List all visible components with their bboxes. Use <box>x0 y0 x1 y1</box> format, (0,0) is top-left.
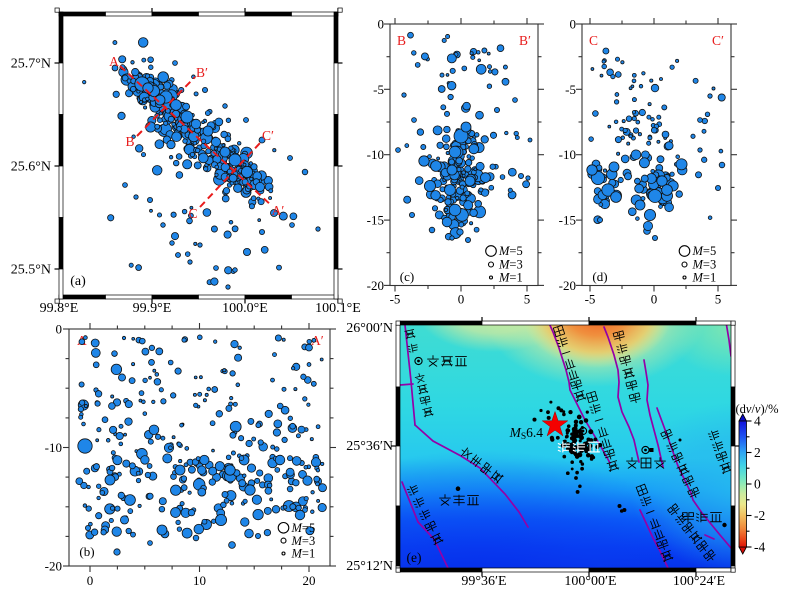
svg-text:A′: A′ <box>311 333 324 348</box>
svg-text:M=3: M=3 <box>692 258 717 272</box>
svg-text:B: B <box>125 134 134 149</box>
svg-text:-20: -20 <box>367 278 384 293</box>
svg-text:M=5: M=5 <box>498 244 523 258</box>
svg-text:-2: -2 <box>754 508 765 523</box>
svg-text:-20: -20 <box>45 559 62 574</box>
svg-text:2: 2 <box>754 445 761 460</box>
svg-text:MS6.4: MS6.4 <box>509 425 544 442</box>
svg-text:M=1: M=1 <box>291 547 316 561</box>
svg-text:25.6°N: 25.6°N <box>11 160 51 175</box>
svg-text:-15: -15 <box>559 213 576 228</box>
svg-text:M=5: M=5 <box>291 521 316 535</box>
svg-text:-20: -20 <box>559 278 576 293</box>
svg-text:(dv/v)/%: (dv/v)/% <box>735 402 778 416</box>
svg-text:0: 0 <box>651 292 658 307</box>
svg-text:100°24′E: 100°24′E <box>673 574 725 589</box>
svg-text:B′: B′ <box>196 65 208 80</box>
svg-text:-15: -15 <box>367 213 384 228</box>
svg-text:-4: -4 <box>754 540 765 555</box>
svg-text:-10: -10 <box>45 440 62 455</box>
svg-text:100.1°E: 100.1°E <box>315 301 361 316</box>
svg-text:A′: A′ <box>272 203 285 218</box>
svg-text:4: 4 <box>754 414 761 429</box>
svg-text:-5: -5 <box>373 82 384 97</box>
svg-text:0: 0 <box>378 17 385 32</box>
svg-text:0: 0 <box>754 477 761 492</box>
svg-text:(e): (e) <box>407 550 422 565</box>
svg-text:10: 10 <box>193 573 206 588</box>
svg-text:M=1: M=1 <box>498 271 523 285</box>
svg-text:99.9°E: 99.9°E <box>133 301 172 316</box>
svg-text:(a): (a) <box>70 274 86 289</box>
svg-text:M=3: M=3 <box>291 534 316 548</box>
svg-text:20: 20 <box>303 573 316 588</box>
svg-text:0: 0 <box>458 292 465 307</box>
svg-text:-10: -10 <box>367 147 384 162</box>
svg-text:A: A <box>109 54 119 69</box>
svg-text:25.5°N: 25.5°N <box>11 263 51 278</box>
svg-text:(d): (d) <box>592 269 607 284</box>
svg-text:-5: -5 <box>390 292 401 307</box>
svg-text:M=1: M=1 <box>692 271 717 285</box>
svg-text:(b): (b) <box>79 544 94 559</box>
svg-text:0: 0 <box>87 573 94 588</box>
svg-text:B: B <box>397 33 406 48</box>
svg-text:99.8°E: 99.8°E <box>40 301 79 316</box>
svg-text:100.0°E: 100.0°E <box>222 301 268 316</box>
svg-text:25°12′N: 25°12′N <box>346 559 393 574</box>
svg-text:C: C <box>188 206 197 221</box>
svg-text:(c): (c) <box>400 269 414 284</box>
svg-text:-10: -10 <box>559 147 576 162</box>
svg-text:26°00′N: 26°00′N <box>346 321 393 336</box>
svg-text:25.7°N: 25.7°N <box>11 57 51 72</box>
svg-text:99°36′E: 99°36′E <box>461 574 506 589</box>
svg-text:C′: C′ <box>262 128 274 143</box>
svg-text:5: 5 <box>715 292 722 307</box>
svg-text:M=3: M=3 <box>498 258 523 272</box>
svg-text:5: 5 <box>524 292 531 307</box>
svg-text:B′: B′ <box>519 33 531 48</box>
svg-text:M=5: M=5 <box>692 244 717 258</box>
svg-text:25°36′N: 25°36′N <box>346 439 393 454</box>
svg-text:-5: -5 <box>565 82 576 97</box>
svg-text:0: 0 <box>570 17 577 32</box>
svg-text:C: C <box>589 33 598 48</box>
svg-text:100°00′E: 100°00′E <box>564 574 616 589</box>
svg-text:-5: -5 <box>585 292 596 307</box>
svg-text:C′: C′ <box>712 33 724 48</box>
svg-text:0: 0 <box>56 322 63 337</box>
